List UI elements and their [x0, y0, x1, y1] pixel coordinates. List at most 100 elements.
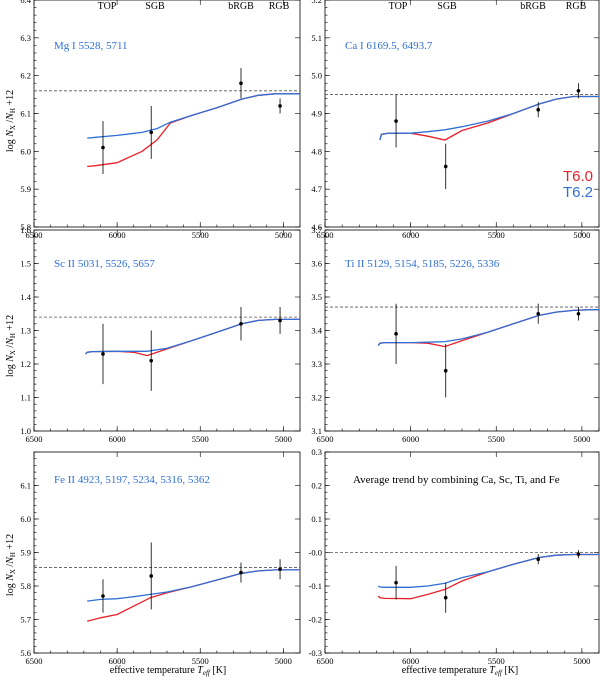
top-label-brgb-left: bRGB: [228, 1, 254, 12]
panel-ti: 3.1 3.2 3.3 3.4 3.5 3.6 3.7 6500 6000 5500 5000 Ti …: [311, 225, 600, 444]
data-point-rgb-ca: [576, 89, 581, 93]
series-line-T60-avg: [377, 553, 599, 600]
y-tick-label-ca: 4.6: [311, 222, 322, 232]
y-axis-label-row3: log NX /NH +12: [5, 534, 17, 596]
y-axis-label-row2: log NX /NH +12: [5, 315, 17, 377]
data-point-sgb-ti: [443, 368, 448, 373]
panel-sc: 1.0 1.1 1.2 1.3 1.4 1.5 1.6 6500 6000 5500 5000 Sc …: [20, 225, 301, 444]
y-tick-label-mg: 5.9: [20, 184, 31, 194]
series-line-T62-sc: [85, 318, 300, 355]
y-tick-label-sc: 1.5: [20, 259, 31, 269]
legend-t62: T6.2: [563, 184, 593, 201]
top-label-rgb-left: RGB: [269, 1, 290, 12]
series-line-T60-mg: [87, 93, 300, 168]
y-tick-label-ti: 3.4: [311, 326, 322, 336]
top-label-rgb-right: RGB: [566, 1, 587, 12]
x-tick-label-sc: 5500: [192, 434, 209, 444]
y-tick-label-avg: 0.2: [311, 481, 322, 491]
data-point-sgb-mg: [149, 130, 154, 135]
y-tick-label-sc: 1.4: [20, 292, 31, 302]
data-point-brgb-avg: [536, 557, 541, 561]
series-line-T62-fe: [87, 569, 300, 602]
x-axis-label-right: effective temperature Teff [K]: [402, 665, 519, 677]
data-point-top-fe: [101, 594, 105, 598]
x-tick-label-ti: 5000: [573, 434, 590, 444]
data-point-rgb-fe: [278, 567, 282, 572]
y-tick-label-mg: 6.4: [20, 0, 31, 5]
y-tick-label-fe: 6.1: [20, 481, 31, 491]
x-tick-label-fe: 5000: [275, 656, 292, 666]
top-label-top-right: TOP: [389, 1, 408, 12]
data-point-sgb-sc: [149, 358, 154, 363]
data-point-sgb-ca: [443, 164, 448, 169]
top-label-sgb-right: SGB: [437, 1, 457, 12]
y-tick-label-avg: -0.0: [309, 548, 322, 558]
x-tick-label-sc: 6500: [26, 434, 43, 444]
y-tick-label-fe: 5.8: [20, 581, 31, 591]
y-tick-label-fe: 5.7: [20, 615, 31, 625]
data-point-brgb-ca: [536, 107, 541, 112]
x-tick-label-ti: 6000: [402, 434, 419, 444]
y-tick-label-mg: 6.3: [20, 33, 31, 43]
y-tick-label-avg: -0.3: [309, 648, 322, 658]
series-line-T60-ti: [377, 309, 599, 348]
y-tick-label-ti: 3.5: [311, 292, 322, 302]
data-point-top-ti: [394, 332, 398, 336]
x-tick-label-ti: 6500: [317, 434, 334, 444]
top-label-brgb-right: bRGB: [520, 1, 546, 12]
x-tick-label-avg: 5500: [488, 656, 505, 666]
y-tick-label-ca: 4.9: [311, 109, 322, 119]
y-axis-label-row1: log NX /NH +12: [5, 90, 17, 152]
y-tick-label-ti: 3.3: [311, 359, 322, 369]
data-point-sgb-avg: [443, 595, 448, 600]
y-tick-label-fe: 5.9: [20, 548, 31, 558]
series-line-T62-avg: [377, 553, 599, 588]
panel-title-mg: Mg I 5528, 5711: [54, 40, 128, 52]
x-tick-label-sc: 5000: [275, 434, 292, 444]
y-tick-label-mg: 6.2: [20, 71, 31, 81]
y-tick-label-ca: 5.0: [311, 71, 322, 81]
x-tick-label-avg: 6500: [317, 656, 334, 666]
series-line-T62-ca: [379, 95, 599, 141]
y-tick-label-fe: 5.6: [20, 648, 31, 658]
y-tick-label-ca: 5.1: [311, 33, 322, 43]
data-point-top-avg: [394, 580, 398, 585]
data-point-brgb-sc: [239, 322, 243, 326]
x-tick-label-sc: 6000: [109, 434, 126, 444]
panel-title-ca: Ca I 6169.5, 6493.7: [345, 40, 433, 52]
y-tick-label-ca: 5.2: [311, 0, 322, 5]
x-tick-label-fe: 5500: [192, 656, 209, 666]
y-tick-label-fe: 6.0: [20, 514, 31, 524]
y-tick-label-ca: 4.8: [311, 146, 322, 156]
data-point-top-sc: [101, 352, 105, 356]
y-tick-label-mg: 6.1: [20, 109, 31, 119]
y-tick-label-sc: 1.0: [20, 426, 31, 436]
y-tick-label-sc: 1.3: [20, 326, 31, 336]
data-point-sgb-fe: [149, 574, 154, 578]
panel-title-ti: Ti II 5129, 5154, 5185, 5226, 5336: [345, 258, 500, 270]
y-tick-label-ca: 4.7: [311, 184, 322, 194]
x-tick-label-ti: 5500: [488, 434, 505, 444]
y-tick-label-avg: 0.3: [311, 447, 322, 457]
top-label-top-left: TOP: [98, 1, 117, 12]
y-tick-label-sc: 1.1: [20, 393, 31, 403]
x-axis-label-left: effective temperature Teff [K]: [110, 665, 227, 677]
panel-frame-mg: [33, 0, 301, 228]
y-tick-label-ti: 3.2: [311, 393, 322, 403]
data-point-brgb-mg: [239, 81, 243, 86]
panel-frame-ca: [324, 0, 600, 228]
y-tick-label-avg: 0.1: [311, 514, 322, 524]
y-tick-label-mg: 6.0: [20, 146, 31, 156]
x-tick-label-fe: 6000: [109, 656, 126, 666]
series-line-T62-ti: [377, 309, 599, 346]
x-tick-label-fe: 6500: [26, 656, 43, 666]
data-point-rgb-avg: [576, 552, 581, 556]
x-tick-label-avg: 6000: [402, 656, 419, 666]
data-point-brgb-fe: [239, 570, 243, 575]
data-point-rgb-ti: [576, 311, 581, 316]
series-line-T62-mg: [87, 93, 300, 139]
data-point-rgb-sc: [278, 318, 282, 323]
